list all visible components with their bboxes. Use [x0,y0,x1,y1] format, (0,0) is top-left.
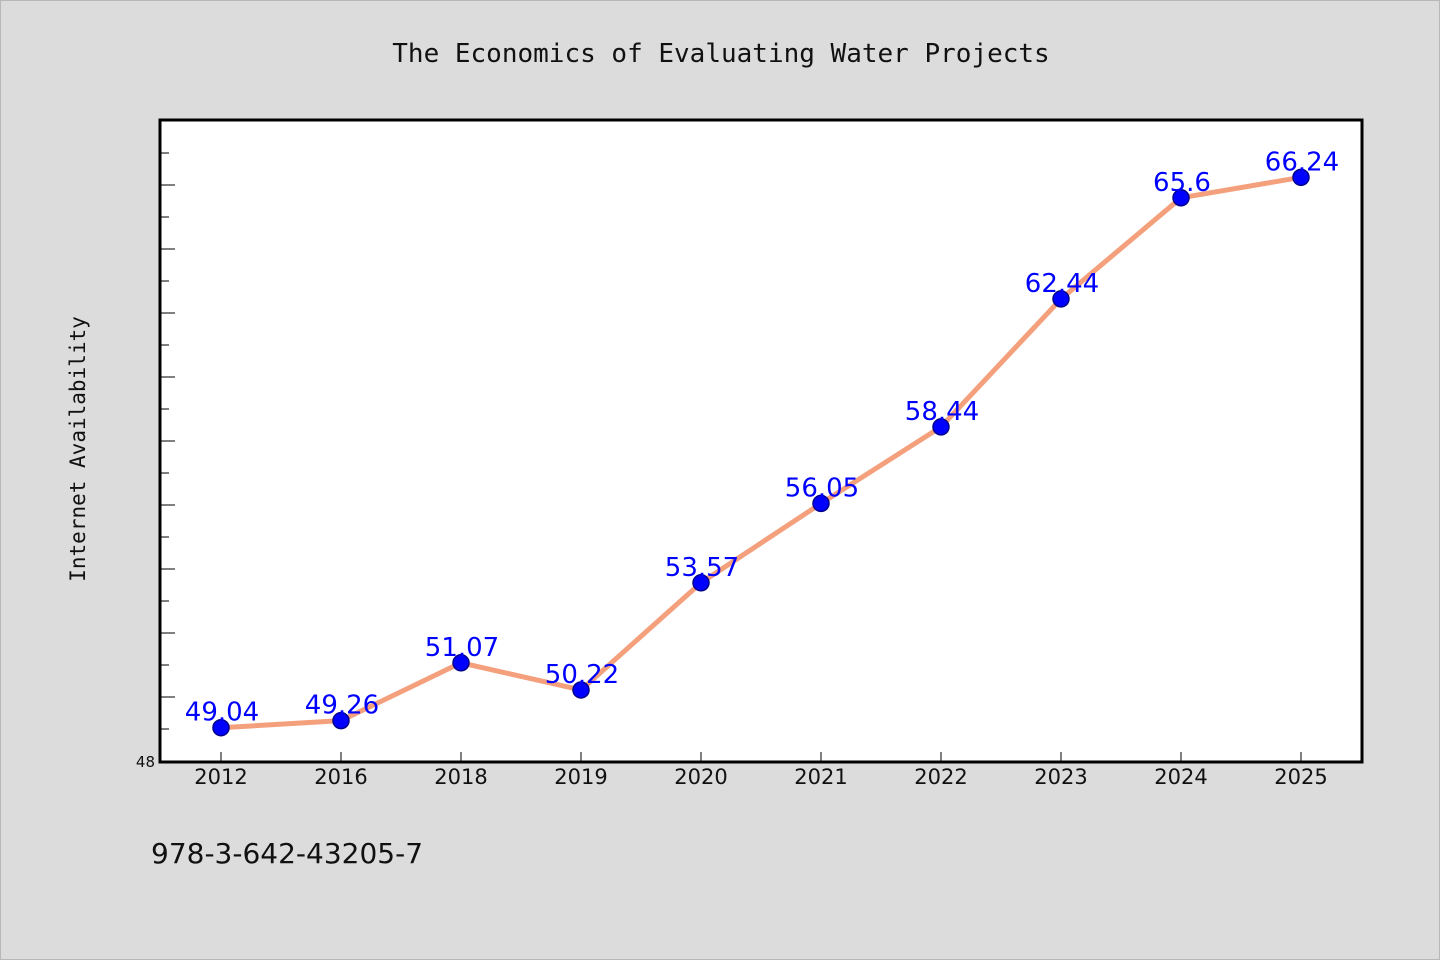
x-tick-label: 2021 [794,765,847,789]
x-tick-label: 2024 [1154,765,1207,789]
data-labels: 49.04 49.26 51.07 50.22 53.57 56.05 58.44 62.44… [185,147,1339,727]
data-label: 49.04 [185,698,259,728]
data-label: 53.57 [665,553,739,583]
data-label: 50.22 [545,660,619,690]
data-label: 66.24 [1265,147,1339,177]
data-point [812,494,830,513]
x-tick-label: 2016 [314,765,367,789]
x-tick-label: 2020 [674,765,727,789]
data-point [692,574,710,592]
x-tick-label: 2022 [914,765,967,789]
x-tick-label: 2023 [1034,765,1087,789]
y-tick-label: 48 [136,753,155,771]
data-label: 62.44 [1025,269,1099,299]
data-point [212,718,230,737]
data-label: 56.05 [785,473,859,503]
data-point [1292,168,1310,187]
series-line-group [218,174,1304,731]
series-line [218,174,1304,731]
plot-area [158,118,1364,764]
isbn-footer: 978-3-642-43205-7 [151,837,423,870]
data-point [332,711,350,730]
x-tick-label: 2025 [1274,765,1327,789]
data-label: 65.6 [1153,168,1211,198]
data-label: 58.44 [905,397,979,427]
data-point [572,681,590,699]
data-markers [212,168,1310,737]
x-tick-label: 2012 [194,765,247,789]
data-point [1172,189,1190,207]
x-tick-label: 2018 [434,765,487,789]
data-point [452,654,470,672]
data-point [932,418,950,436]
chart-title: The Economics of Evaluating Water Projec… [392,39,1049,69]
data-label: 51.07 [425,633,499,663]
data-point [1052,290,1070,308]
y-axis-ticks: 48 [136,152,175,771]
data-label: 49.26 [305,691,379,721]
x-axis-ticks: 2012 2016 2018 2019 2020 2021 2022 2023 2024 2025 [194,752,1328,789]
x-tick-label: 2019 [554,765,607,789]
y-axis-label: Internet Availability [66,316,90,582]
